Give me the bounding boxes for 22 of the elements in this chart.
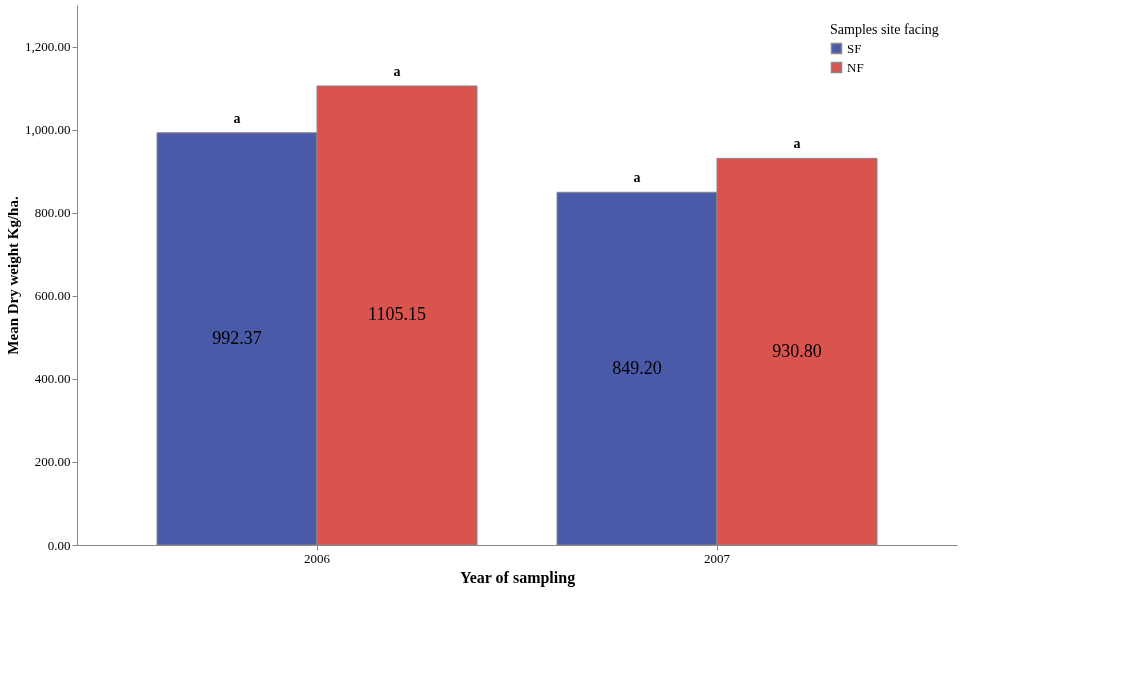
data-label: 1105.15 — [368, 304, 426, 325]
legend-title: Samples site facing — [830, 22, 939, 37]
legend-label: SF — [847, 40, 862, 56]
y-tick-label: 600.00 — [34, 288, 71, 304]
y-tick-label: 200.00 — [34, 454, 71, 470]
y-tick-label: 800.00 — [34, 205, 71, 221]
x-tick-label: 2007 — [704, 550, 731, 566]
annotation: a — [233, 110, 241, 126]
annotation: a — [633, 170, 641, 186]
annotation: a — [793, 136, 801, 152]
y-tick-label: 1,000.00 — [25, 122, 71, 138]
x-axis-title: Year of sampling — [459, 568, 576, 587]
x-tick-label: 2006 — [304, 550, 331, 566]
data-label: 849.20 — [612, 357, 662, 378]
data-label: 992.37 — [212, 327, 262, 348]
data-label: 930.80 — [772, 340, 822, 361]
annotation: a — [393, 63, 401, 79]
y-tick-label: 0.00 — [47, 537, 71, 553]
y-axis-title: Mean Dry weight Kg/ha. — [5, 196, 21, 355]
y-tick-label: 400.00 — [34, 371, 71, 387]
y-tick-label: 1,200.00 — [25, 39, 71, 55]
legend-label: NF — [847, 59, 864, 75]
